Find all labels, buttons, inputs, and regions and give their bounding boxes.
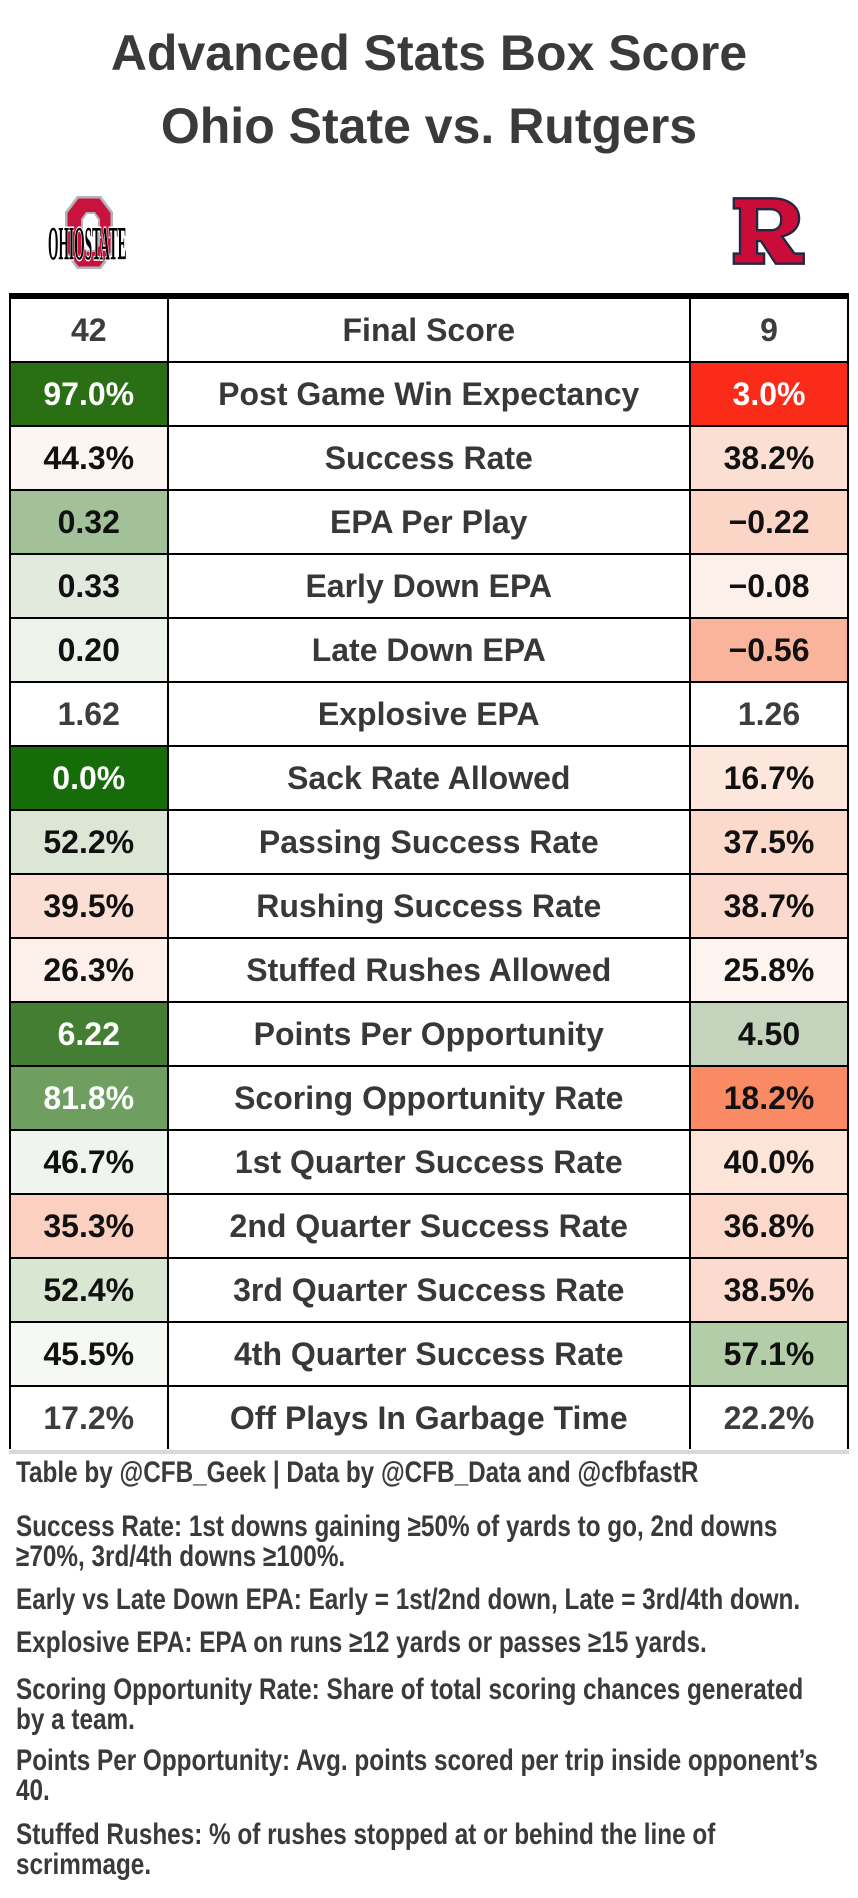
svg-text:OHIOSTATE: OHIOSTATE — [48, 217, 127, 270]
